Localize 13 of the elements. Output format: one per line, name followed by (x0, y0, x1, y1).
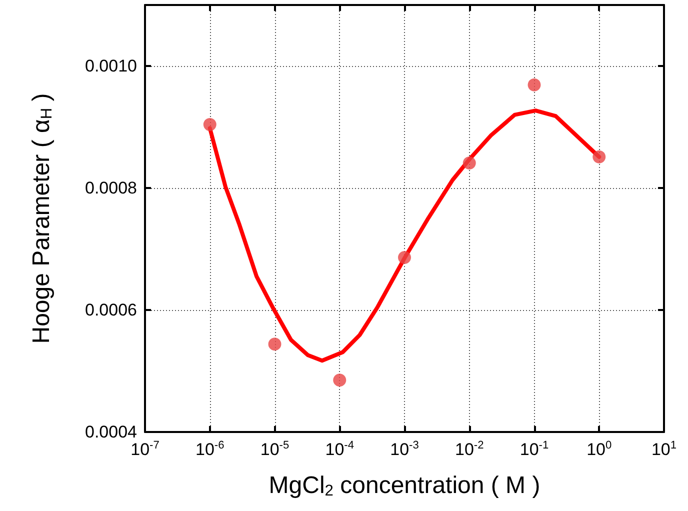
point (333, 374, 346, 387)
y-tick-label: 0.0008 (85, 178, 137, 198)
point (528, 78, 541, 92)
point (462, 156, 476, 170)
x-axis-title: MgCl2 concentration ( M ) (268, 472, 540, 500)
y-tick-label: 0.0004 (85, 422, 137, 442)
y-tick-label: 0.0010 (85, 56, 137, 76)
point (268, 338, 282, 351)
y-axis-title: Hooge Parameter ( αH ) (28, 93, 56, 344)
point (398, 251, 411, 264)
point (203, 118, 216, 132)
point (592, 150, 606, 164)
y-tick-label: 0.0006 (85, 300, 137, 320)
